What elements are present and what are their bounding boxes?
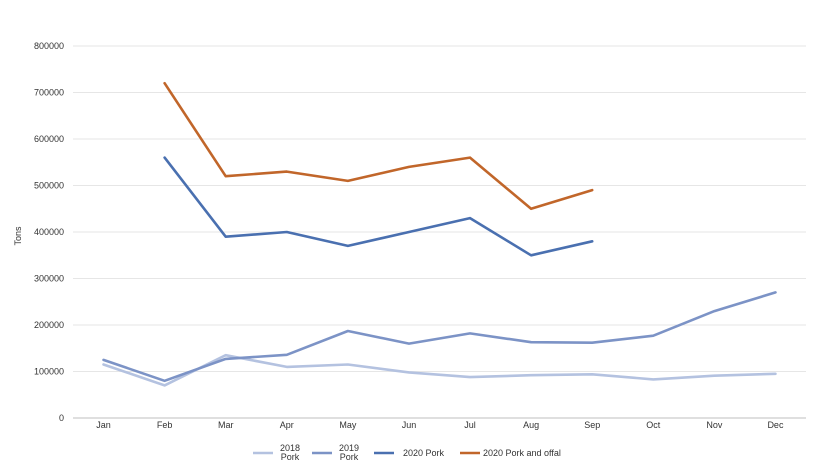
legend-item: 2019 Pork [312,443,359,462]
y-tick-label: 0 [59,413,64,423]
x-tick-label: Sep [584,420,600,430]
y-axis-label: Tons [13,226,23,246]
x-tick-label: Aug [523,420,539,430]
legend-label: 2019 Pork [339,443,359,462]
series-line-2019-pork [102,291,777,383]
legend-label: 2020 Pork [403,448,445,458]
x-tick-label: Mar [218,420,234,430]
series-line-2020-pork-and-offal [163,81,594,211]
y-tick-label: 400000 [34,227,64,237]
legend-item: 2018 Pork [253,443,300,462]
y-tick-label: 500000 [34,181,64,191]
y-axis-ticks: 0 100000 200000 300000 400000 500000 600000 700… [34,41,64,423]
x-tick-label: Dec [767,420,784,430]
legend-item: 2020 Pork and offal [460,448,561,458]
series-line-2018-pork [102,353,777,387]
series-lines [102,81,777,387]
x-tick-label: May [339,420,357,430]
legend-label: 2020 Pork and offal [483,448,561,458]
series-line-2020-pork [163,156,594,257]
x-axis-ticks: Jan Feb Mar Apr May Jun Jul Aug Sep Oct Nov Dec [96,420,784,430]
y-tick-label: 100000 [34,367,64,377]
gridlines [73,45,806,419]
x-tick-label: Nov [706,420,723,430]
legend: 2018 Pork 2019 Pork 2020 Pork 2020 Pork and o… [253,443,561,462]
x-tick-label: Apr [280,420,294,430]
y-tick-label: 300000 [34,274,64,284]
x-tick-label: Oct [646,420,661,430]
x-tick-label: Feb [157,420,173,430]
x-tick-label: Jun [402,420,417,430]
y-tick-label: 200000 [34,320,64,330]
y-tick-label: 800000 [34,41,64,51]
y-tick-label: 600000 [34,134,64,144]
x-tick-label: Jul [464,420,476,430]
legend-item: 2020 Pork [374,448,445,458]
x-tick-label: Jan [96,420,111,430]
legend-label: 2018 Pork [280,443,300,462]
y-tick-label: 700000 [34,88,64,98]
